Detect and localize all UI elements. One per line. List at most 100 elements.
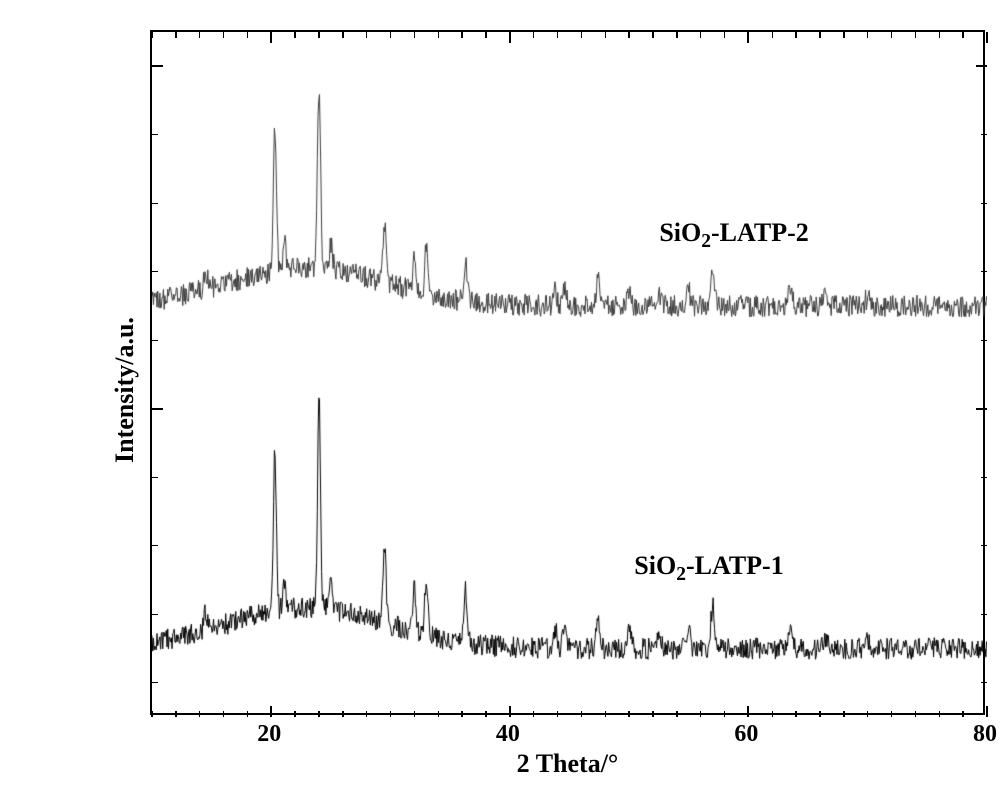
x-tick-top <box>747 32 749 43</box>
x-tick-top <box>247 32 248 38</box>
x-tick <box>366 711 367 717</box>
x-tick-label: 80 <box>973 721 997 748</box>
x-tick <box>461 711 462 717</box>
x-tick <box>270 706 272 717</box>
x-tick <box>223 711 224 717</box>
x-tick-top <box>843 32 844 38</box>
x-tick <box>533 711 534 717</box>
x-tick-top <box>175 32 176 38</box>
x-tick-top <box>557 32 558 38</box>
series-label-latp1: SiO2-LATP-1 <box>634 551 783 586</box>
x-tick <box>342 711 343 717</box>
y-tick <box>981 271 987 272</box>
x-tick-top <box>318 32 319 38</box>
x-tick-top <box>867 32 868 38</box>
y-tick <box>152 408 163 410</box>
x-tick <box>724 711 725 717</box>
x-tick-top <box>676 32 677 38</box>
y-tick <box>981 682 987 683</box>
x-tick-top <box>795 32 796 38</box>
x-tick <box>318 711 319 717</box>
x-tick <box>175 711 176 717</box>
x-tick-top <box>652 32 653 38</box>
x-tick <box>605 711 606 717</box>
y-tick <box>152 545 158 546</box>
x-tick <box>557 711 558 717</box>
x-tick-label: 60 <box>734 721 758 748</box>
y-tick <box>152 271 158 272</box>
x-tick <box>509 706 511 717</box>
x-tick <box>939 711 940 717</box>
x-tick <box>819 711 820 717</box>
x-tick-label: 40 <box>496 721 520 748</box>
x-tick-top <box>414 32 415 38</box>
x-tick <box>891 711 892 717</box>
y-tick <box>152 682 158 683</box>
x-tick <box>915 711 916 717</box>
x-tick-top <box>342 32 343 38</box>
y-tick <box>981 477 987 478</box>
x-tick <box>485 711 486 717</box>
x-tick <box>700 711 701 717</box>
y-tick <box>152 65 163 67</box>
x-tick-top <box>891 32 892 38</box>
y-tick <box>981 203 987 204</box>
x-tick-top <box>700 32 701 38</box>
x-tick <box>676 711 677 717</box>
x-tick <box>795 711 796 717</box>
x-tick-top <box>485 32 486 38</box>
x-tick-top <box>628 32 629 38</box>
x-tick-top <box>366 32 367 38</box>
x-tick-label: 20 <box>257 721 281 748</box>
x-tick-top <box>390 32 391 38</box>
x-tick-top <box>199 32 200 38</box>
x-tick <box>652 711 653 717</box>
y-tick <box>976 408 987 410</box>
y-tick <box>152 203 158 204</box>
x-tick-top <box>772 32 773 38</box>
y-tick <box>152 134 158 135</box>
y-tick <box>152 340 158 341</box>
x-tick <box>390 711 391 717</box>
x-tick-top <box>605 32 606 38</box>
x-axis-label: 2 Theta/° <box>517 749 619 779</box>
x-tick <box>151 711 152 717</box>
xrd-figure: Intensity/a.u. 2 Theta/° 20406080SiO2-LA… <box>50 20 950 770</box>
y-tick <box>981 614 987 615</box>
x-tick <box>843 711 844 717</box>
series-label-latp2: SiO2-LATP-2 <box>659 218 808 253</box>
x-tick-top <box>915 32 916 38</box>
y-tick <box>976 65 987 67</box>
y-axis-label: Intensity/a.u. <box>110 317 140 463</box>
y-tick <box>981 134 987 135</box>
x-tick <box>414 711 415 717</box>
x-tick-top <box>581 32 582 38</box>
y-tick <box>152 614 158 615</box>
x-tick-top <box>533 32 534 38</box>
x-tick-top <box>294 32 295 38</box>
x-tick-top <box>819 32 820 38</box>
x-tick-top <box>986 32 988 43</box>
x-tick-top <box>438 32 439 38</box>
y-tick <box>981 340 987 341</box>
x-tick-top <box>461 32 462 38</box>
y-tick <box>981 545 987 546</box>
x-tick-top <box>724 32 725 38</box>
x-tick-top <box>509 32 511 43</box>
x-tick <box>247 711 248 717</box>
x-tick <box>962 711 963 717</box>
plot-area <box>150 30 985 715</box>
x-tick-top <box>223 32 224 38</box>
x-tick <box>438 711 439 717</box>
x-tick <box>581 711 582 717</box>
xrd-canvas <box>152 32 987 717</box>
x-tick <box>294 711 295 717</box>
x-tick <box>772 711 773 717</box>
x-tick <box>628 711 629 717</box>
y-tick <box>152 477 158 478</box>
x-tick-top <box>962 32 963 38</box>
x-tick-top <box>270 32 272 43</box>
x-tick <box>199 711 200 717</box>
x-tick-top <box>151 32 152 38</box>
x-tick <box>747 706 749 717</box>
